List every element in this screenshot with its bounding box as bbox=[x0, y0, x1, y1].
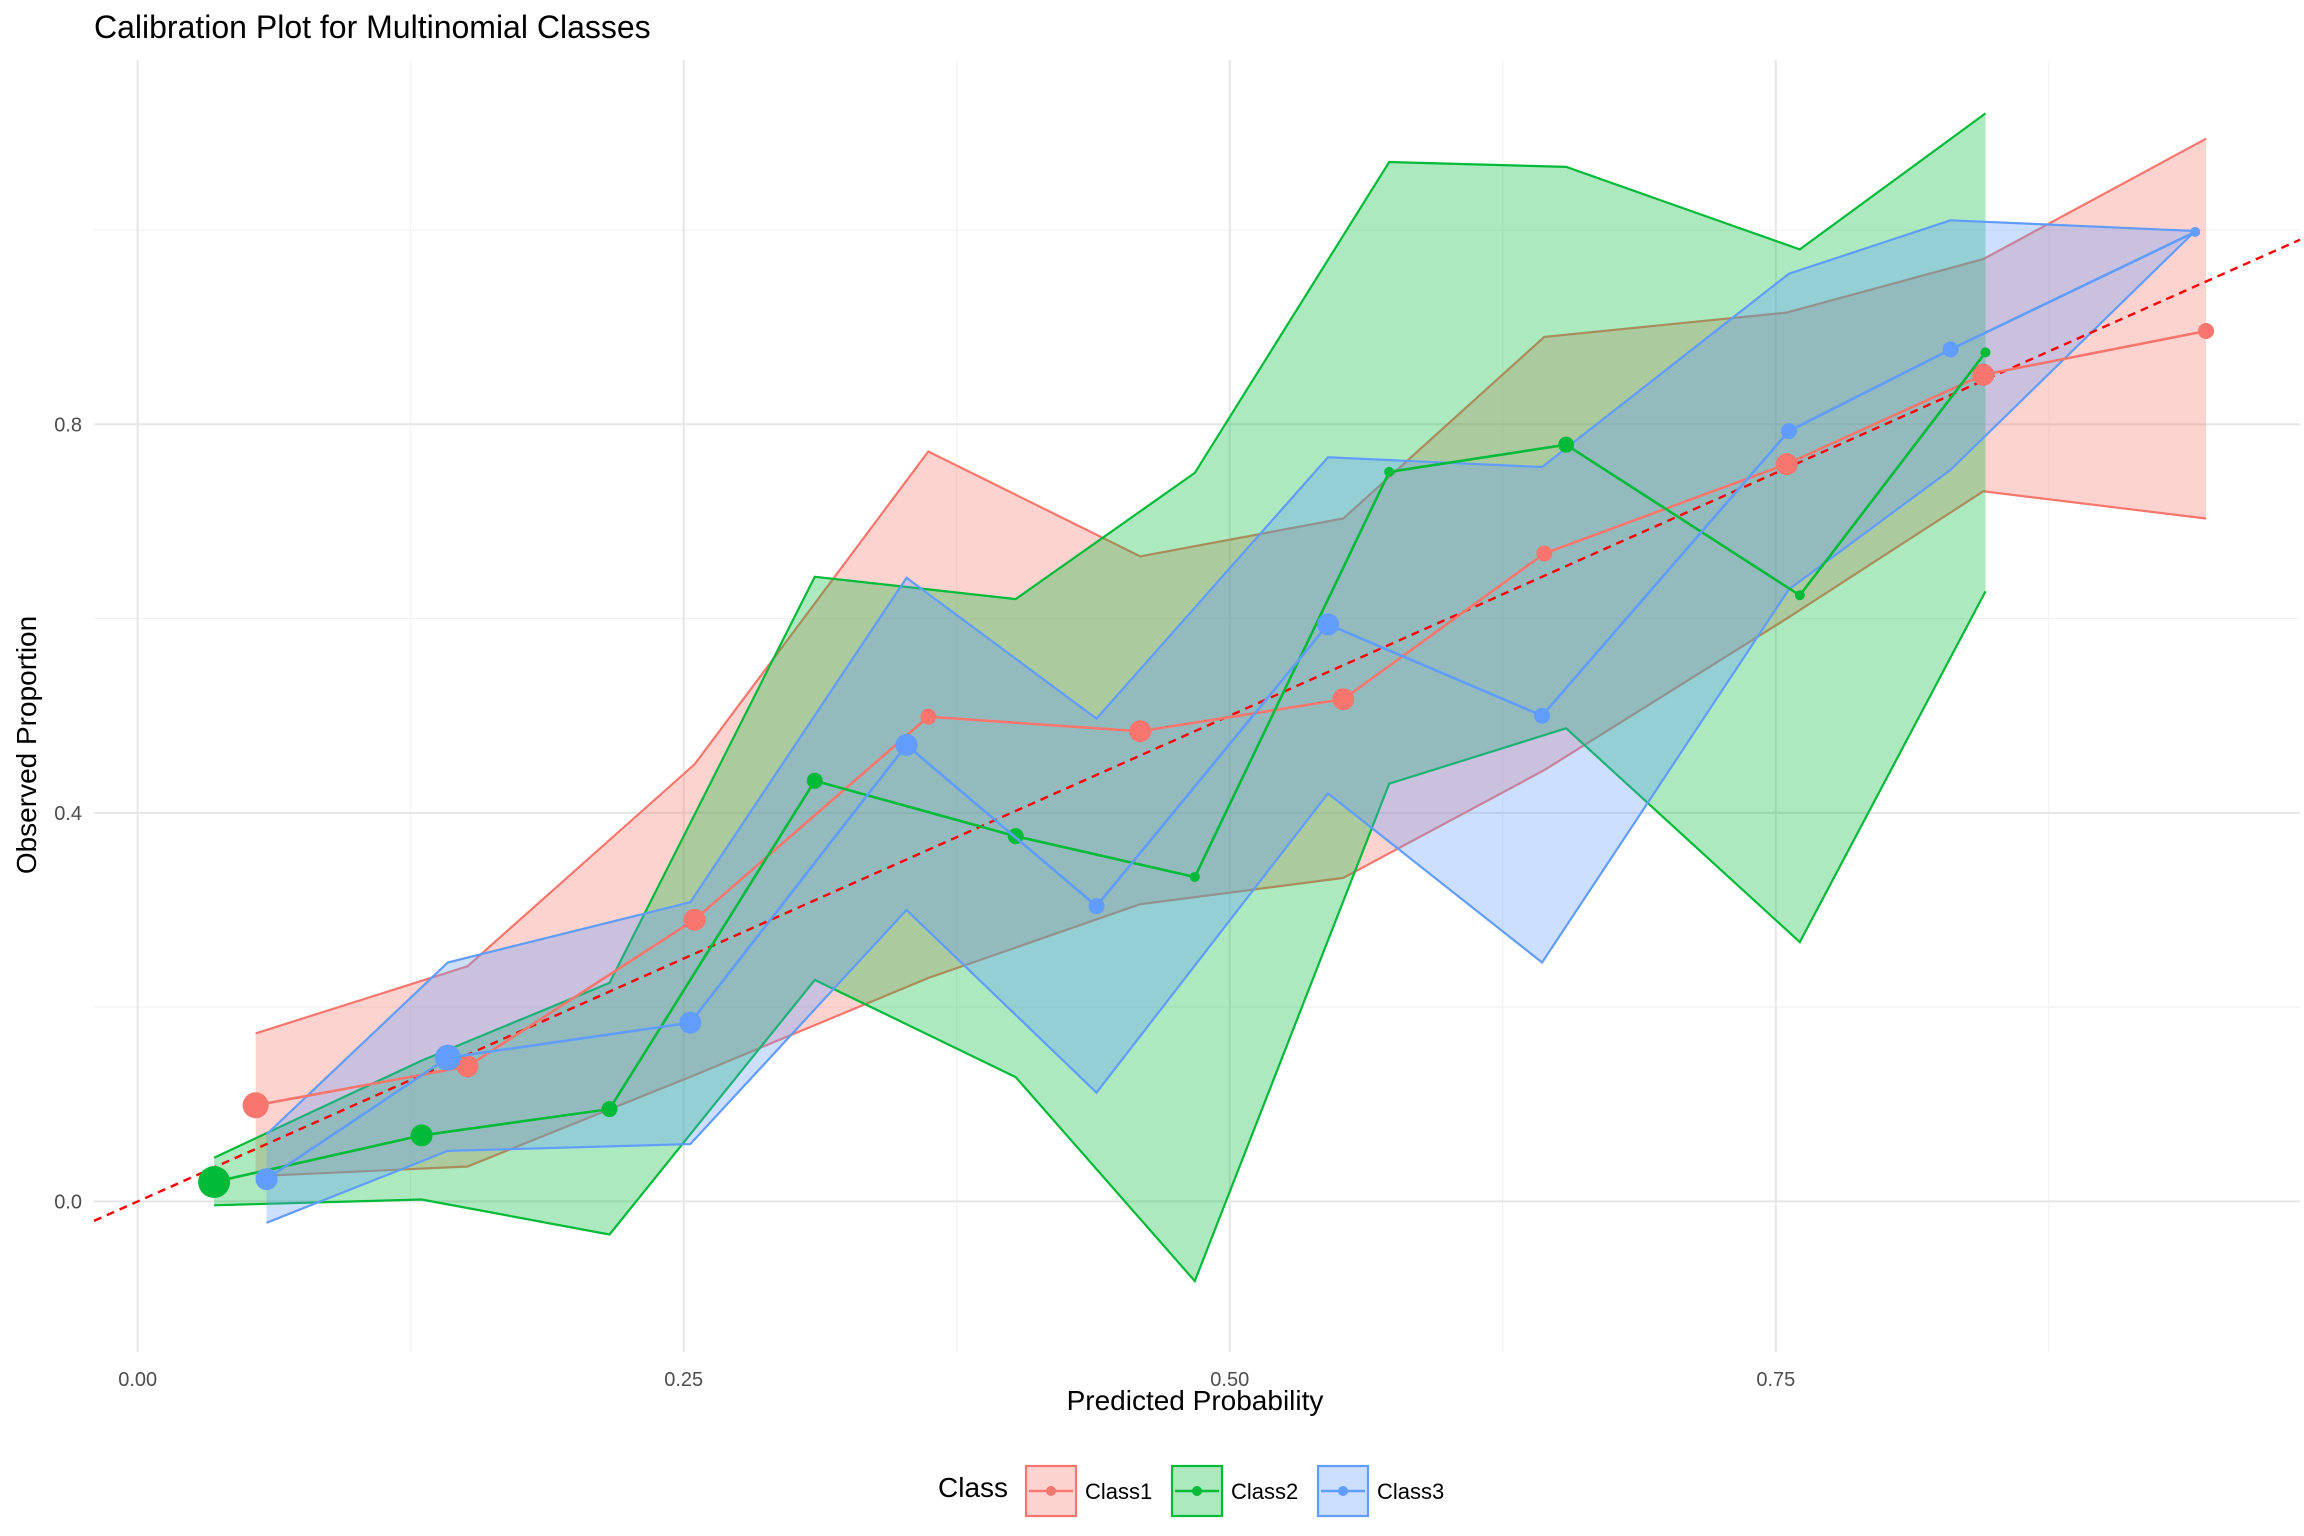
data-point-class1 bbox=[1129, 720, 1152, 743]
data-point-class1 bbox=[456, 1055, 479, 1078]
y-axis-title: Observed Proportion bbox=[11, 616, 42, 874]
ribbon-upper-class1 bbox=[255, 137, 2207, 1035]
legend: Class Class1 Class2 Class3 bbox=[938, 1464, 1444, 1518]
data-point-class1 bbox=[1775, 453, 1798, 476]
series-line-class3 bbox=[265, 230, 2196, 1181]
data-point-class3 bbox=[2190, 226, 2201, 237]
data-point-class2 bbox=[1980, 347, 1991, 358]
data-point-class3 bbox=[1780, 423, 1797, 440]
y-tick-label: 0.8 bbox=[54, 414, 82, 436]
data-point-class3 bbox=[1317, 613, 1340, 636]
x-tick-label: 0.75 bbox=[1756, 1369, 1795, 1391]
reference-line bbox=[93, 238, 2301, 1222]
data-point-class3 bbox=[1088, 898, 1105, 915]
data-point-class1 bbox=[2198, 323, 2215, 340]
data-point-class2 bbox=[1189, 871, 1200, 882]
series-lines bbox=[198, 226, 2215, 1198]
legend-key-point bbox=[1338, 1486, 1348, 1496]
series-line-class1 bbox=[255, 329, 2207, 1107]
y-tick-label: 0.4 bbox=[54, 803, 82, 825]
data-point-class1 bbox=[683, 908, 706, 931]
y-tick-label: 0.0 bbox=[54, 1191, 82, 1213]
data-point-class2 bbox=[1794, 590, 1805, 601]
data-point-class3 bbox=[1534, 707, 1551, 724]
grid bbox=[94, 60, 2300, 1352]
legend-key-point bbox=[1192, 1486, 1202, 1496]
data-point-class3 bbox=[434, 1044, 461, 1071]
x-tick-label: 0.50 bbox=[1210, 1369, 1249, 1391]
data-point-class2 bbox=[410, 1124, 433, 1147]
data-point-class3 bbox=[679, 1011, 702, 1034]
x-axis-title: Predicted Probability bbox=[1067, 1385, 1324, 1416]
data-point-class2 bbox=[806, 772, 823, 789]
legend-label-class3: Class3 bbox=[1377, 1479, 1444, 1504]
ribbon-lower-class2 bbox=[214, 590, 1987, 1284]
data-point-class2 bbox=[1384, 466, 1395, 477]
perfect-calibration-line bbox=[93, 238, 2301, 1222]
ribbon-upper-class2 bbox=[213, 112, 1987, 1159]
data-point-class1 bbox=[1332, 688, 1355, 711]
series-line-class2 bbox=[213, 351, 1987, 1184]
x-tick-label: 0.00 bbox=[118, 1369, 157, 1391]
ribbon-class2 bbox=[214, 113, 1986, 1282]
ribbon-lower-class3 bbox=[266, 230, 2196, 1224]
ribbon-class1 bbox=[255, 138, 2207, 1177]
x-tick-label: 0.25 bbox=[664, 1369, 703, 1391]
ribbon-lower-class1 bbox=[255, 490, 2207, 1178]
data-point-class1 bbox=[1972, 363, 1995, 386]
data-point-class3 bbox=[255, 1168, 278, 1191]
data-point-class2 bbox=[601, 1101, 618, 1118]
data-point-class2 bbox=[198, 1166, 231, 1198]
data-point-class1 bbox=[242, 1092, 269, 1119]
tick-labels: 0.00 0.25 0.50 0.75 0.0 0.4 0.8 bbox=[54, 414, 1795, 1391]
legend-title: Class bbox=[938, 1472, 1008, 1503]
legend-key-point bbox=[1046, 1486, 1056, 1496]
legend-label-class1: Class1 bbox=[1085, 1479, 1152, 1504]
data-point-class1 bbox=[920, 708, 937, 725]
data-point-class3 bbox=[1942, 341, 1959, 358]
ribbon-upper-class3 bbox=[265, 219, 2196, 1136]
confidence-ribbons bbox=[213, 112, 2207, 1284]
data-point-class3 bbox=[895, 733, 918, 756]
legend-label-class2: Class2 bbox=[1231, 1479, 1298, 1504]
data-point-class1 bbox=[1536, 545, 1553, 562]
data-point-class2 bbox=[1558, 436, 1575, 453]
ribbon-class3 bbox=[266, 220, 2196, 1223]
chart-title: Calibration Plot for Multinomial Classes bbox=[94, 9, 651, 45]
